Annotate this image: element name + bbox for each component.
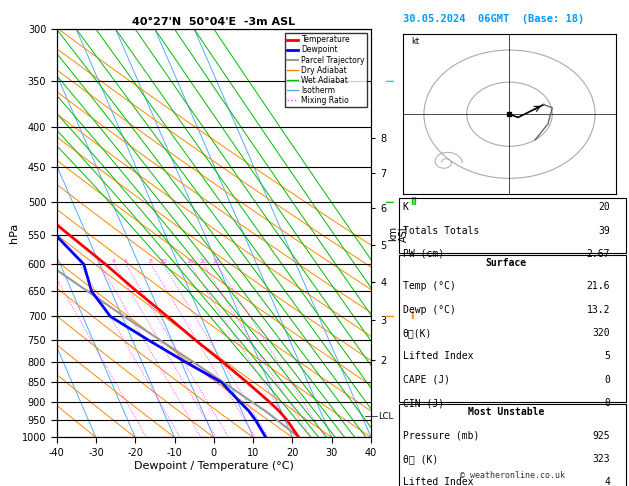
Text: 16: 16	[186, 259, 194, 264]
Bar	[399, 404, 626, 486]
Text: 5: 5	[124, 259, 128, 264]
Title: 40°27'N  50°04'E  -3m ASL: 40°27'N 50°04'E -3m ASL	[132, 17, 296, 27]
Text: θᴇ (K): θᴇ (K)	[403, 454, 438, 464]
Text: 39: 39	[598, 226, 610, 236]
Text: 320: 320	[593, 328, 610, 338]
Text: Lifted Index: Lifted Index	[403, 477, 473, 486]
Text: II: II	[410, 197, 417, 208]
Y-axis label: hPa: hPa	[9, 223, 19, 243]
Text: 0: 0	[604, 375, 610, 385]
Text: kt: kt	[411, 36, 420, 46]
Text: 2: 2	[78, 259, 82, 264]
Text: Dewp (°C): Dewp (°C)	[403, 305, 455, 315]
Text: Totals Totals: Totals Totals	[403, 226, 479, 236]
Text: © weatheronline.co.uk: © weatheronline.co.uk	[460, 471, 565, 480]
Text: 20: 20	[598, 202, 610, 212]
Text: K: K	[403, 202, 408, 212]
Text: LCL: LCL	[378, 412, 393, 421]
Bar	[399, 255, 626, 402]
Text: 3: 3	[97, 259, 102, 264]
Text: III: III	[410, 76, 421, 87]
Text: 925: 925	[593, 431, 610, 441]
Text: I: I	[410, 312, 413, 321]
Text: 25: 25	[213, 259, 221, 264]
Text: 0: 0	[604, 398, 610, 408]
Legend: Temperature, Dewpoint, Parcel Trajectory, Dry Adiabat, Wet Adiabat, Isotherm, Mi: Temperature, Dewpoint, Parcel Trajectory…	[285, 33, 367, 107]
Text: 4: 4	[112, 259, 116, 264]
Text: CAPE (J): CAPE (J)	[403, 375, 450, 385]
Text: Most Unstable: Most Unstable	[468, 407, 545, 417]
Text: 20: 20	[199, 259, 208, 264]
Text: Pressure (mb): Pressure (mb)	[403, 431, 479, 441]
Bar	[399, 198, 626, 253]
Text: 30.05.2024  06GMT  (Base: 18): 30.05.2024 06GMT (Base: 18)	[403, 14, 584, 24]
Y-axis label: km
ASL: km ASL	[387, 224, 409, 243]
Text: 5: 5	[604, 351, 610, 362]
Text: 2.67: 2.67	[587, 249, 610, 259]
Text: Surface: Surface	[486, 258, 527, 268]
Text: CIN (J): CIN (J)	[403, 398, 443, 408]
Text: 10: 10	[159, 259, 167, 264]
Text: 21.6: 21.6	[587, 281, 610, 292]
Text: 13.2: 13.2	[587, 305, 610, 315]
Text: 8: 8	[149, 259, 153, 264]
Text: Temp (°C): Temp (°C)	[403, 281, 455, 292]
Text: Lifted Index: Lifted Index	[403, 351, 473, 362]
Text: PW (cm): PW (cm)	[403, 249, 443, 259]
Text: θᴇ(K): θᴇ(K)	[403, 328, 432, 338]
Text: 4: 4	[604, 477, 610, 486]
X-axis label: Dewpoint / Temperature (°C): Dewpoint / Temperature (°C)	[134, 461, 294, 470]
Text: 323: 323	[593, 454, 610, 464]
